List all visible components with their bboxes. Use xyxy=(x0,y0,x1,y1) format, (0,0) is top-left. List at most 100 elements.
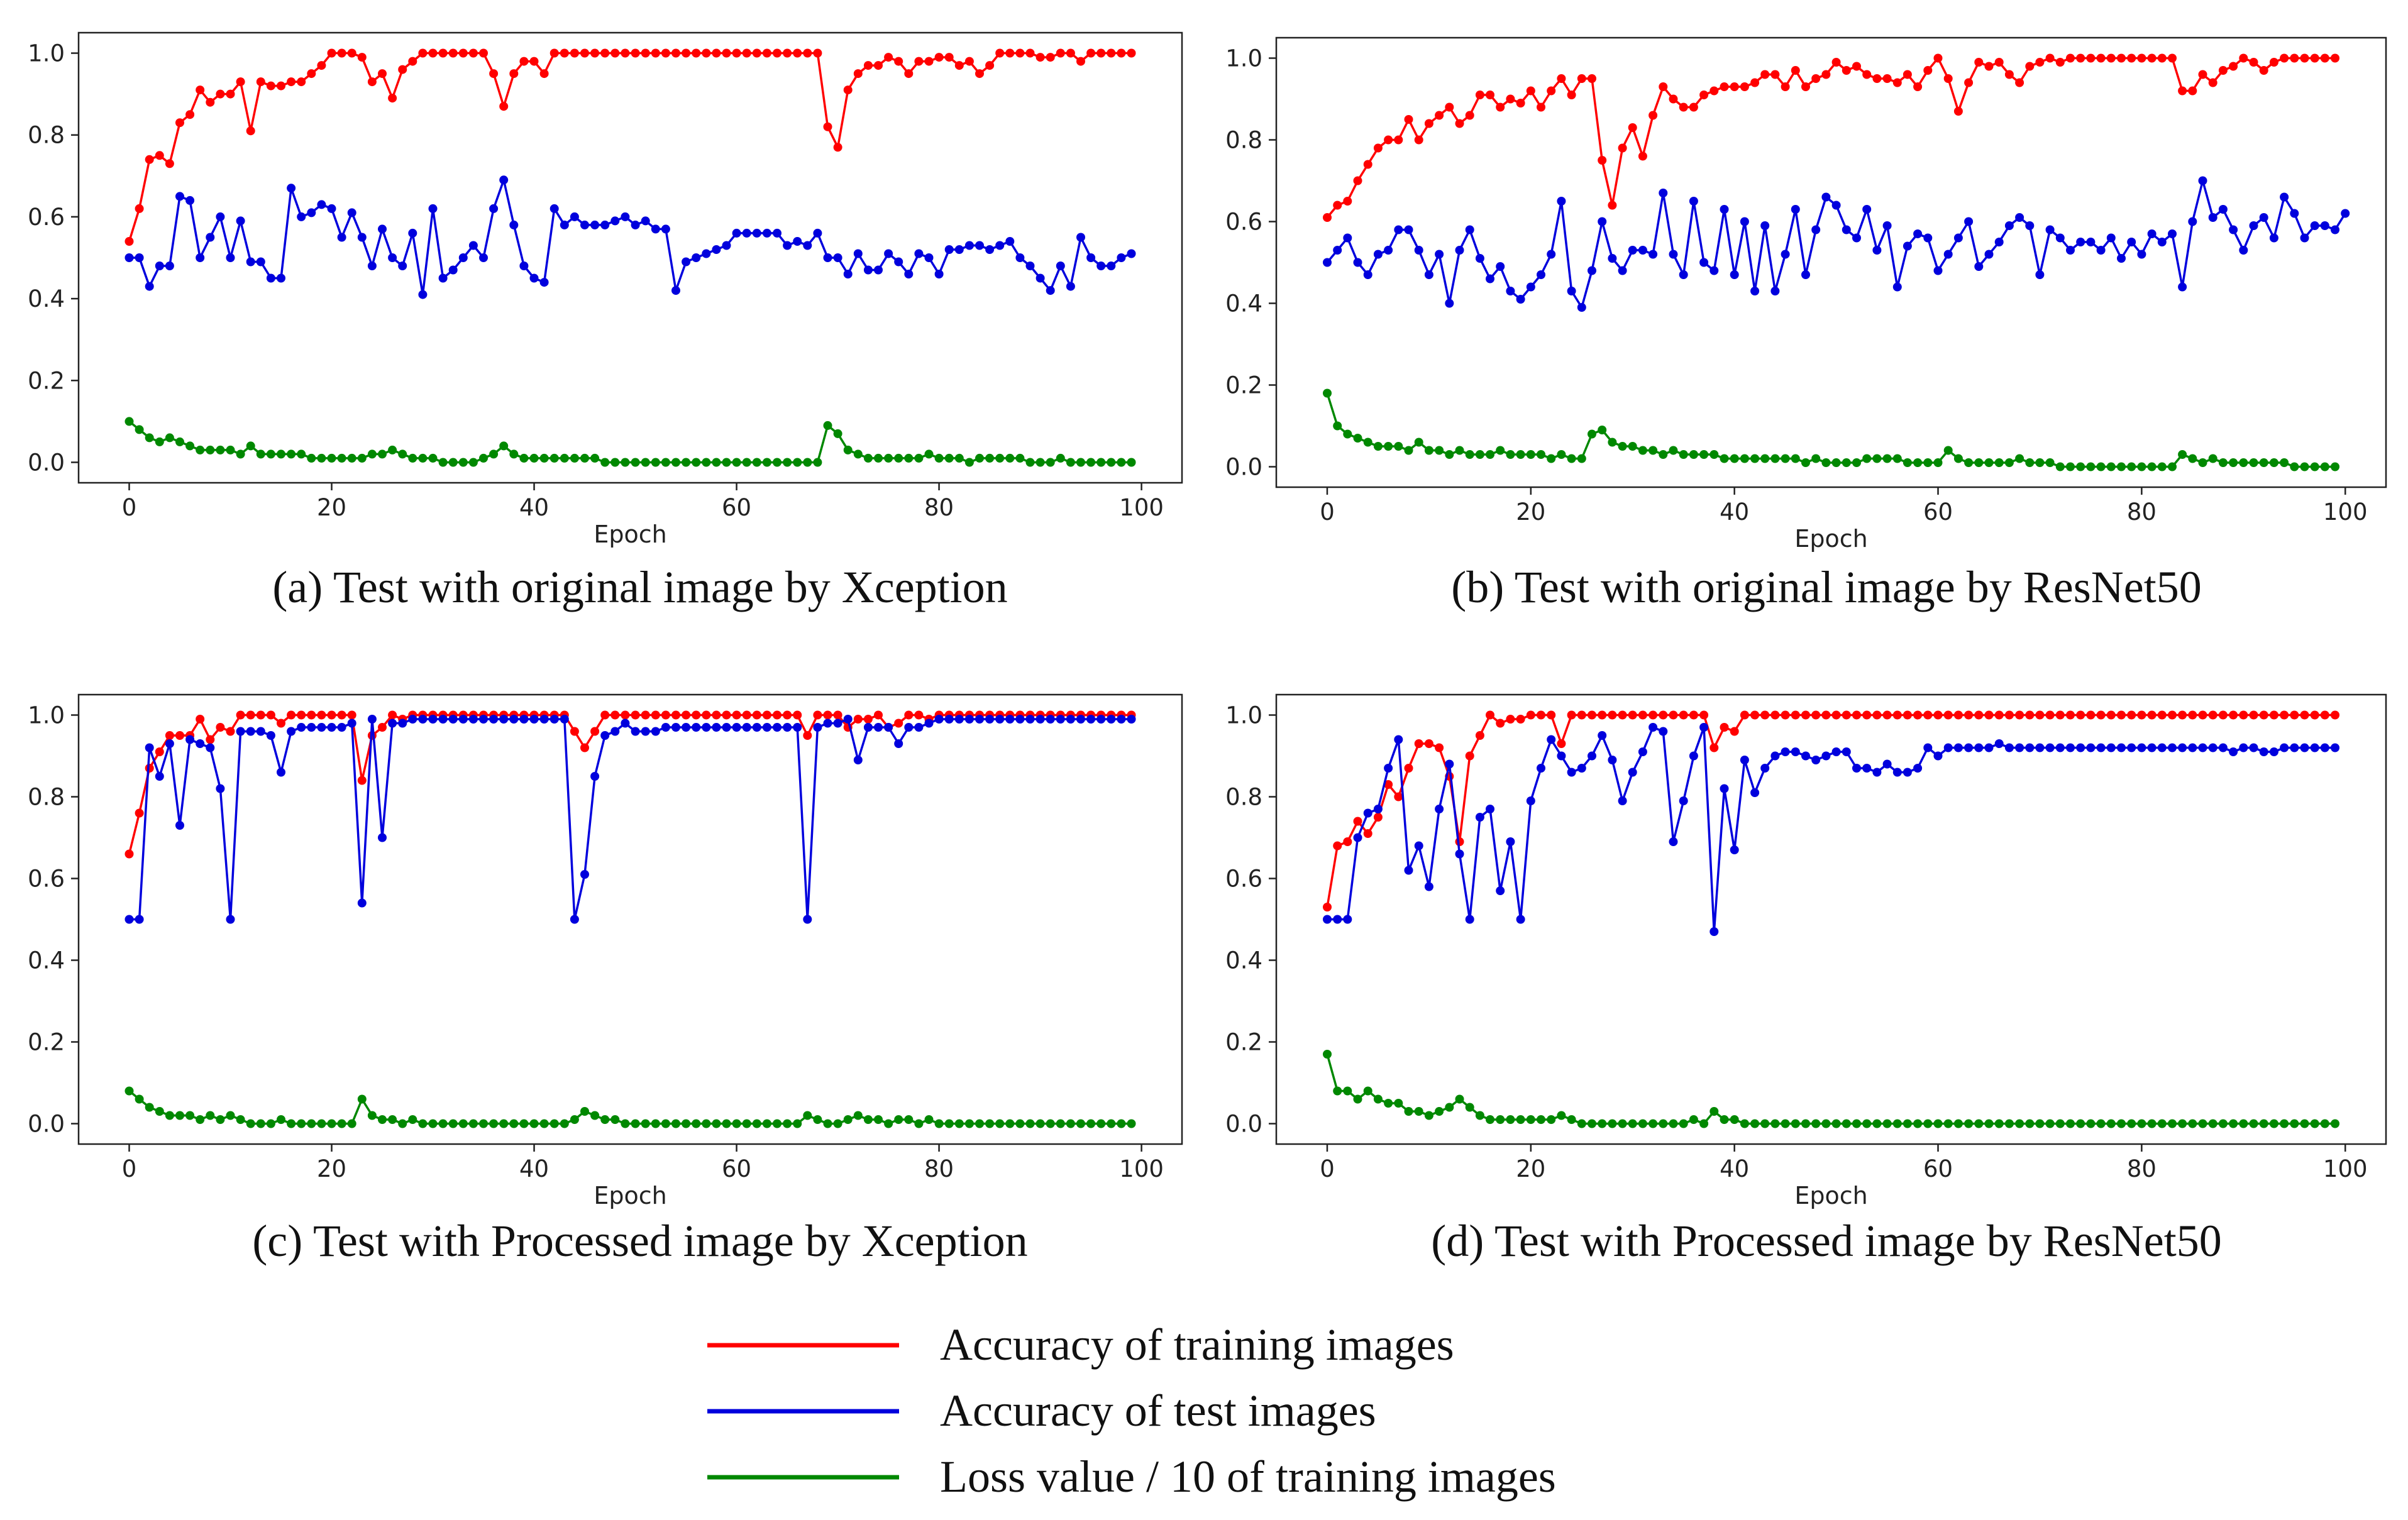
data-point-a-0-48 xyxy=(610,48,620,58)
data-point-b-1-11 xyxy=(1435,250,1444,259)
data-point-a-0-43 xyxy=(560,48,569,58)
data-point-d-0-74 xyxy=(2076,710,2085,720)
data-point-b-0-82 xyxy=(2157,53,2167,63)
data-point-b-2-17 xyxy=(1496,446,1505,455)
data-point-a-2-13 xyxy=(256,449,265,459)
data-point-a-1-56 xyxy=(692,253,701,262)
x-tick-label-a-3: 60 xyxy=(722,494,751,521)
data-point-b-1-31 xyxy=(1638,246,1647,255)
data-point-d-1-0 xyxy=(1323,915,1332,924)
data-point-d-1-37 xyxy=(1699,723,1709,732)
data-point-b-2-19 xyxy=(1516,450,1525,459)
data-point-b-2-76 xyxy=(2096,462,2106,471)
data-point-d-0-97 xyxy=(2310,710,2319,720)
data-point-a-0-89 xyxy=(1025,48,1035,58)
series-line-d-1 xyxy=(1327,726,2335,933)
data-point-a-2-1 xyxy=(135,425,144,434)
x-tick-label-b-5: 100 xyxy=(2323,498,2368,526)
series-b-2 xyxy=(1323,388,2339,471)
data-point-a-2-39 xyxy=(519,453,529,463)
data-point-a-2-72 xyxy=(853,449,863,459)
data-point-b-2-84 xyxy=(2178,450,2187,459)
data-point-a-2-19 xyxy=(317,453,326,463)
data-point-a-2-79 xyxy=(924,449,934,459)
data-point-d-0-32 xyxy=(1649,710,1658,720)
data-point-d-0-93 xyxy=(2269,710,2278,720)
data-point-b-0-11 xyxy=(1435,111,1444,120)
data-point-b-2-1 xyxy=(1333,421,1342,431)
data-point-b-1-53 xyxy=(1862,205,1872,214)
data-point-a-1-40 xyxy=(529,273,539,283)
x-tick-label-d-0: 0 xyxy=(1320,1155,1335,1182)
data-point-b-0-66 xyxy=(1994,58,2004,67)
data-point-b-2-88 xyxy=(2218,458,2228,467)
data-point-a-0-22 xyxy=(347,48,356,58)
data-point-b-1-64 xyxy=(1974,262,1984,271)
data-point-a-2-25 xyxy=(378,449,387,459)
data-point-c-1-11 xyxy=(236,727,245,736)
data-point-b-0-56 xyxy=(1892,78,1902,87)
data-point-b-1-99 xyxy=(2331,225,2339,234)
data-point-c-2-67 xyxy=(803,1111,812,1120)
data-point-a-0-26 xyxy=(388,94,397,103)
series-line-c-1 xyxy=(129,718,1132,921)
data-point-a-1-33 xyxy=(458,253,468,262)
data-point-d-1-65 xyxy=(1984,743,1994,752)
data-point-d-1-90 xyxy=(2239,743,2248,752)
data-point-b-0-98 xyxy=(2320,53,2329,63)
y-tick-label-a-1: 0.2 xyxy=(28,367,65,394)
data-point-b-1-26 xyxy=(1588,266,1596,275)
data-point-a-2-73 xyxy=(863,453,873,463)
data-point-a-1-18 xyxy=(307,208,316,218)
data-point-d-1-4 xyxy=(1363,808,1372,818)
data-point-a-2-83 xyxy=(964,458,974,467)
data-point-c-1-90 xyxy=(1036,715,1045,724)
data-point-a-0-23 xyxy=(357,53,367,62)
data-point-c-2-85 xyxy=(985,1119,995,1128)
data-point-b-2-91 xyxy=(2249,458,2258,467)
data-point-a-1-84 xyxy=(975,241,984,250)
data-point-b-0-5 xyxy=(1373,143,1383,153)
data-point-d-1-8 xyxy=(1404,866,1413,875)
data-point-a-0-75 xyxy=(884,53,893,62)
data-point-c-2-2 xyxy=(145,1103,154,1112)
data-point-a-1-64 xyxy=(773,228,781,238)
data-point-b-2-16 xyxy=(1486,450,1494,459)
data-point-b-2-69 xyxy=(2025,458,2035,467)
data-point-d-1-59 xyxy=(1923,743,1933,752)
x-tick-label-b-1: 20 xyxy=(1516,498,1545,526)
data-point-c-1-59 xyxy=(722,723,731,732)
data-point-c-2-97 xyxy=(1107,1119,1116,1128)
data-point-a-0-68 xyxy=(813,48,822,58)
data-point-a-1-81 xyxy=(944,245,954,254)
data-point-a-1-75 xyxy=(884,249,893,258)
data-point-d-0-66 xyxy=(1994,710,2004,720)
data-point-a-1-68 xyxy=(813,228,822,238)
data-point-d-2-6 xyxy=(1384,1099,1393,1108)
data-point-b-0-36 xyxy=(1689,102,1698,112)
series-line-c-2 xyxy=(128,1090,1132,1125)
data-point-d-2-39 xyxy=(1720,1115,1729,1124)
data-point-c-0-10 xyxy=(226,727,235,736)
data-point-c-2-86 xyxy=(995,1119,1005,1128)
data-point-b-0-26 xyxy=(1588,74,1596,83)
data-point-a-1-23 xyxy=(357,233,367,242)
data-point-b-0-24 xyxy=(1567,91,1576,99)
data-point-d-0-80 xyxy=(2137,710,2146,720)
legend: Accuracy of training images Accuracy of … xyxy=(707,1319,1556,1502)
data-point-b-2-46 xyxy=(1791,454,1800,463)
data-point-c-0-16 xyxy=(287,710,296,720)
data-point-a-2-33 xyxy=(458,458,468,467)
data-point-d-1-78 xyxy=(2117,743,2126,752)
data-point-a-2-63 xyxy=(762,458,771,467)
data-point-d-2-8 xyxy=(1404,1107,1413,1116)
data-point-b-1-95 xyxy=(2290,209,2299,218)
data-point-a-0-52 xyxy=(651,48,660,58)
data-point-d-0-1 xyxy=(1333,841,1342,851)
data-point-a-0-8 xyxy=(206,97,215,107)
data-point-d-0-27 xyxy=(1598,710,1607,720)
data-point-b-0-55 xyxy=(1882,74,1892,83)
data-point-d-2-32 xyxy=(1649,1119,1658,1128)
data-point-b-2-64 xyxy=(1974,458,1984,467)
data-point-d-1-75 xyxy=(2086,743,2096,752)
